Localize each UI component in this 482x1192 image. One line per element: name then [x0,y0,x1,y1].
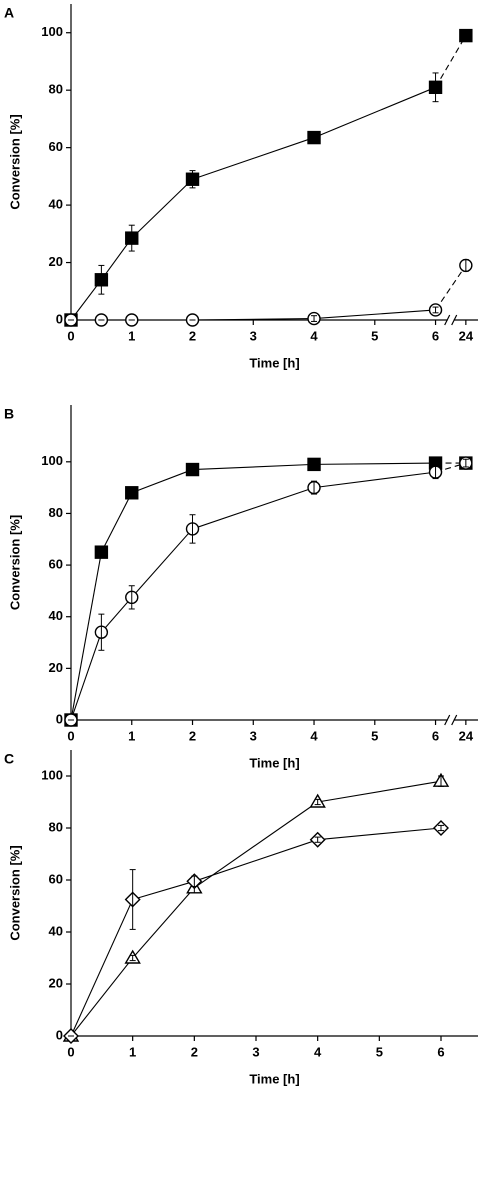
x-tick-label: 24 [459,728,474,743]
line-segment [131,528,193,598]
line-segment [313,471,436,489]
line-segment [435,35,467,88]
line-segment [313,86,436,139]
line-segment [314,462,436,465]
line-segment [192,487,315,530]
x-tick-label: 5 [371,328,378,343]
x-axis-title: Time [h] [249,355,299,370]
x-tick-label: 1 [128,328,135,343]
x-tick-label: 2 [191,1044,198,1059]
line-segment [70,552,102,721]
line-segment [132,880,195,901]
y-tick-label: 60 [49,139,63,154]
line-segment [192,137,315,180]
line-segment [70,632,102,721]
x-tick-label: 5 [376,1044,383,1059]
y-tick-label: 0 [56,711,63,726]
x-tick-label: 5 [371,728,378,743]
y-axis-title: Conversion [%] [7,845,22,940]
x-tick-label: 1 [129,1044,136,1059]
line-segment [70,957,134,1037]
x-tick-label: 0 [67,728,74,743]
line-segment [100,596,133,633]
x-tick-label: 2 [189,328,196,343]
axis-break [451,314,458,326]
axis-break [444,314,451,326]
x-tick-label: 4 [314,1044,322,1059]
x-tick-label: 4 [310,728,318,743]
x-tick-label: 6 [432,728,439,743]
x-tick-label: 1 [128,728,135,743]
x-tick-label: 4 [310,328,318,343]
y-tick-label: 20 [49,975,63,990]
x-tick-label: 6 [437,1044,444,1059]
y-tick-label: 80 [49,82,63,97]
line-segment [194,839,318,882]
y-tick-label: 20 [49,660,63,675]
y-tick-label: 60 [49,871,63,886]
x-tick-label: 0 [67,1044,74,1059]
line-segment [317,827,442,841]
y-axis-title: Conversion [%] [7,515,22,610]
y-tick-label: 40 [49,608,63,623]
line-segment [70,279,102,321]
y-tick-label: 100 [41,453,63,468]
x-tick-label: 0 [67,328,74,343]
y-tick-label: 0 [56,311,63,326]
x-axis-title: Time [h] [249,1071,299,1086]
y-tick-label: 0 [56,1027,63,1042]
axis-break [451,714,458,726]
axis-break [444,714,451,726]
x-tick-label: 24 [459,328,474,343]
line-segment [131,469,193,494]
panel-label: A [4,5,14,21]
y-tick-label: 40 [49,923,63,938]
y-tick-label: 100 [41,767,63,782]
line-segment [131,178,193,239]
y-tick-label: 100 [41,24,63,39]
line-segment [100,492,133,553]
x-tick-label: 6 [432,328,439,343]
x-tick-label: 3 [250,328,257,343]
panel-label: B [4,406,14,422]
y-tick-label: 60 [49,557,63,572]
y-tick-label: 80 [49,505,63,520]
x-tick-label: 2 [189,728,196,743]
line-segment [132,887,195,959]
line-segment [70,899,134,1037]
line-segment [317,780,442,803]
y-tick-label: 20 [49,254,63,269]
line-segment [192,318,315,321]
line-segment [435,265,467,311]
line-segment [194,801,318,889]
line-segment [192,463,315,471]
panel-label: C [4,751,14,767]
y-tick-label: 40 [49,197,63,212]
x-tick-label: 3 [252,1044,259,1059]
x-tick-label: 3 [250,728,257,743]
x-axis-title: Time [h] [249,755,299,770]
line-segment [100,237,133,281]
y-tick-label: 80 [49,819,63,834]
y-axis-title: Conversion [%] [7,114,22,209]
line-segment [313,309,436,320]
